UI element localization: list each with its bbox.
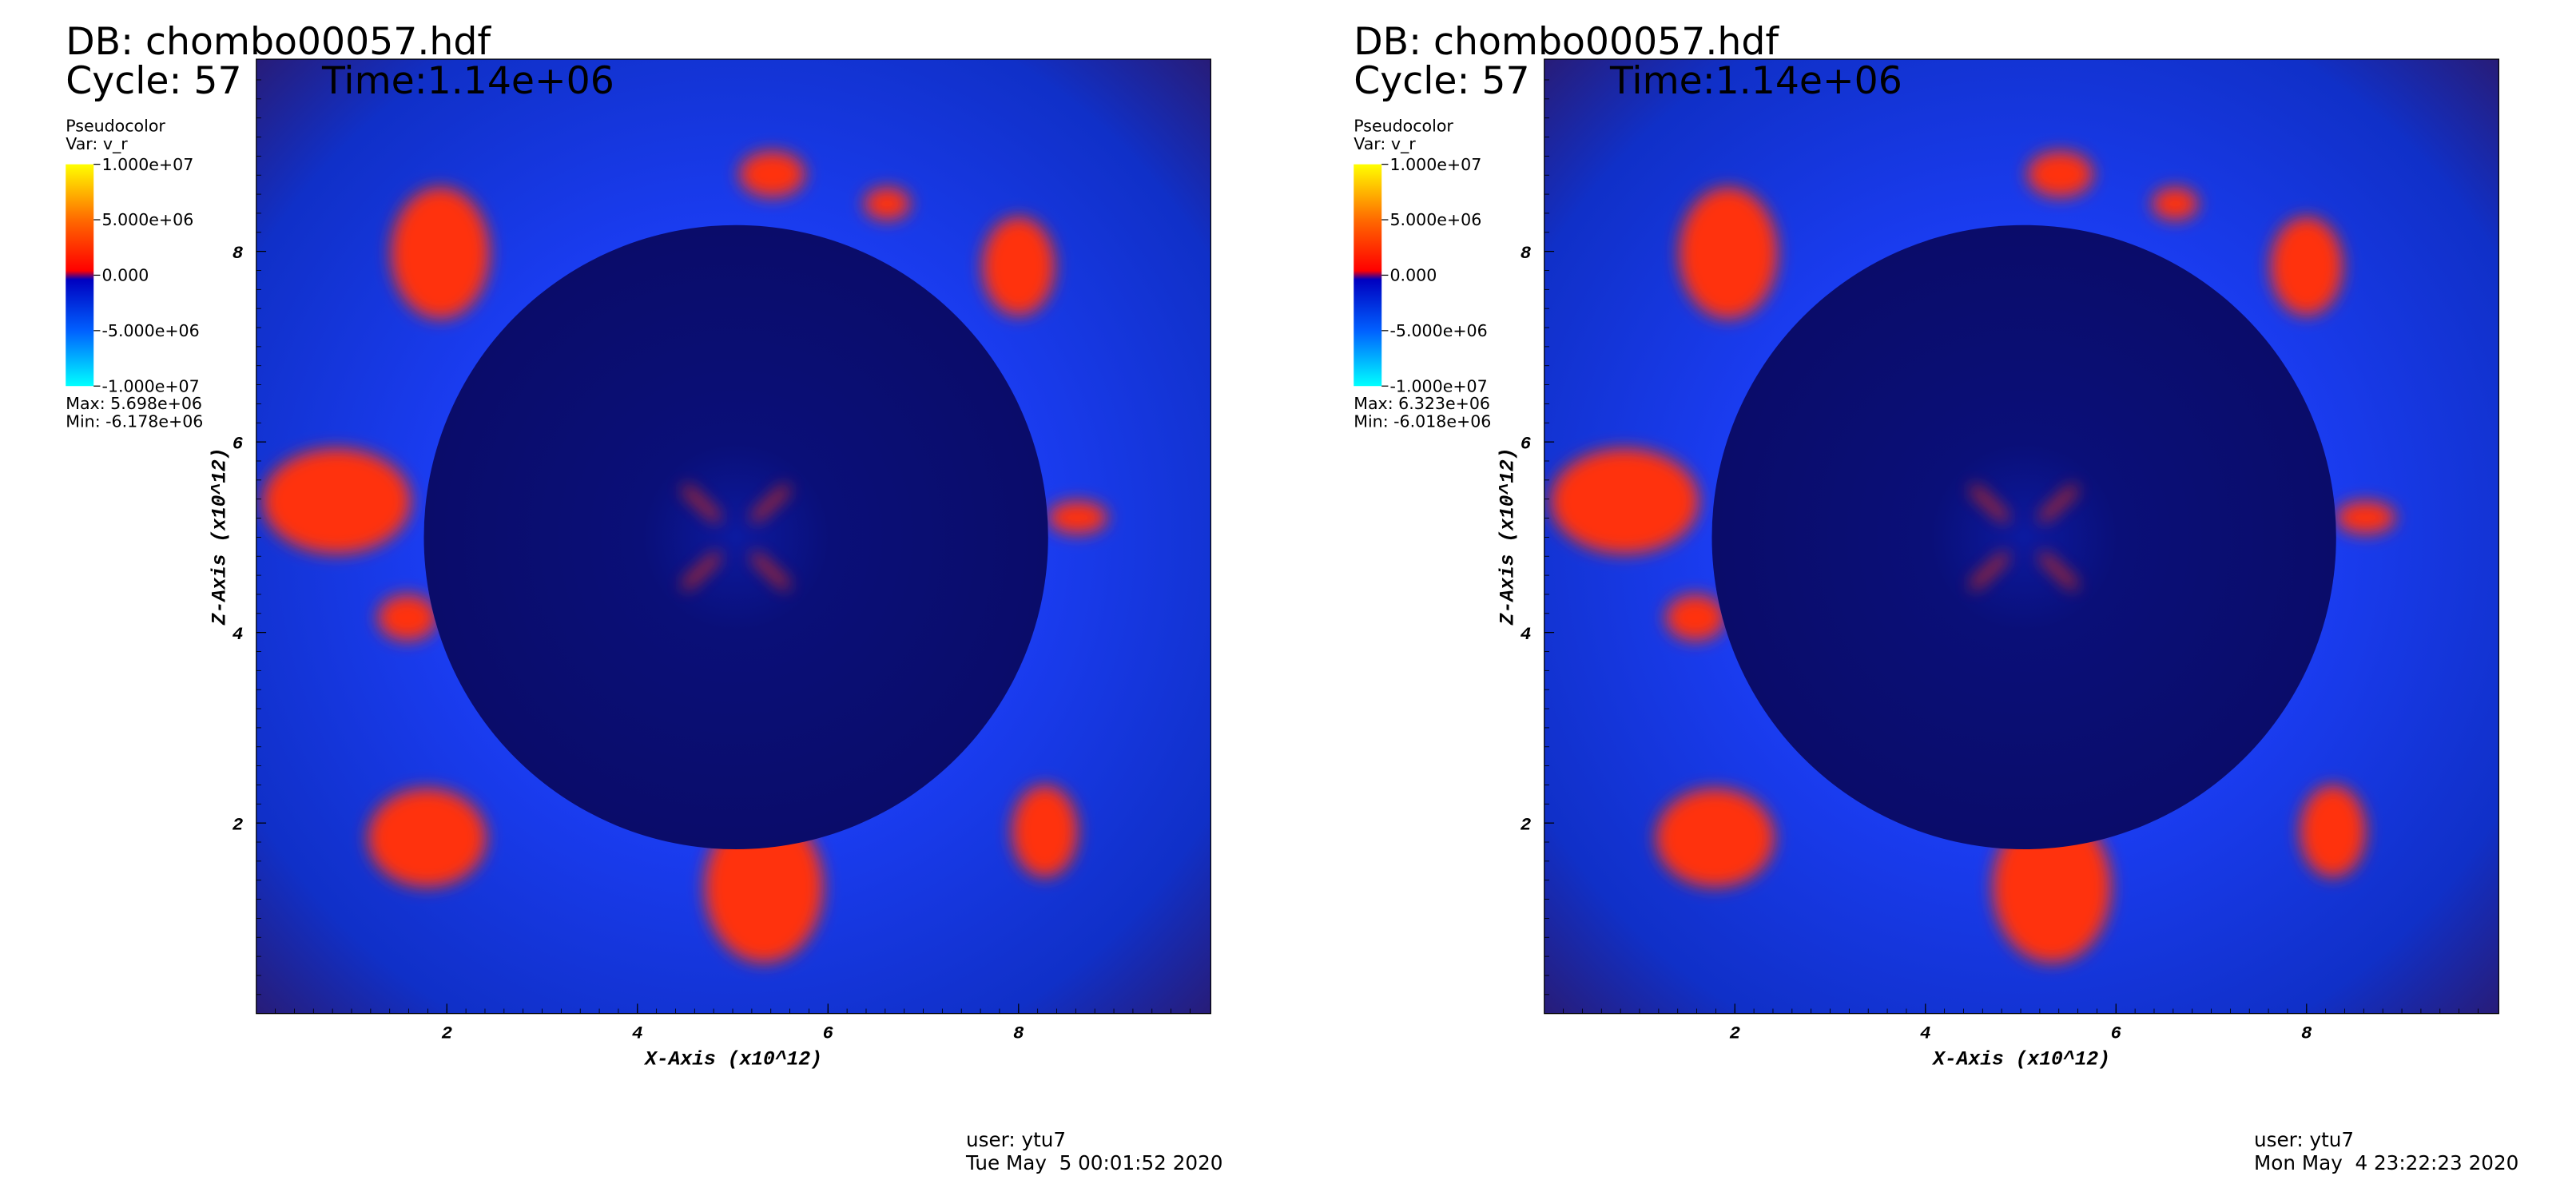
user-label: user: ytu7 <box>966 1128 1066 1151</box>
y-tick-label: 6 <box>233 433 244 454</box>
time-label: Time:1.14e+06 <box>1609 59 1902 103</box>
date-label: Tue May 5 00:01:52 2020 <box>965 1151 1222 1174</box>
x-axis-title: X-Axis (x10^12) <box>1931 1048 2110 1071</box>
x-tick-label: 2 <box>1729 1023 1740 1044</box>
x-axis-title: X-Axis (x10^12) <box>643 1048 822 1071</box>
y-tick-label: 8 <box>1521 243 1532 264</box>
y-tick-label: 4 <box>1521 624 1532 645</box>
colorbar-label: 1.000e+07 <box>101 155 193 174</box>
y-tick-label: 6 <box>1521 433 1532 454</box>
pseudocolor-plot <box>1544 59 2499 1014</box>
y-axis-title: Z-Axis (x10^12) <box>209 447 232 626</box>
legend-var: Var: v_r <box>66 134 128 153</box>
x-tick-label: 2 <box>441 1023 452 1044</box>
y-axis-title: Z-Axis (x10^12) <box>1497 447 1520 626</box>
y-tick-label: 4 <box>233 624 244 645</box>
colorbar-label: -5.000e+06 <box>101 321 199 340</box>
colorbar-label: -1.000e+07 <box>1389 376 1487 395</box>
cycle-label: Cycle: 57 <box>1354 59 1529 103</box>
x-tick-label: 4 <box>632 1023 643 1044</box>
plot-frame <box>256 58 1211 1015</box>
legend-title: Pseudocolor <box>66 117 165 136</box>
x-tick-label: 6 <box>822 1023 833 1044</box>
colorbar-label: 5.000e+06 <box>1389 210 1481 229</box>
user-label: user: ytu7 <box>2254 1128 2354 1151</box>
x-tick-label: 6 <box>2110 1023 2121 1044</box>
time-label: Time:1.14e+06 <box>321 59 614 103</box>
legend-min: Min: -6.178e+06 <box>66 412 203 431</box>
colorbar-label: 5.000e+06 <box>101 210 193 229</box>
legend-title: Pseudocolor <box>1354 117 1453 136</box>
colorbar <box>1354 164 1382 387</box>
colorbar <box>66 164 94 387</box>
db-label: DB: chombo00057.hdf <box>66 20 491 64</box>
legend-max: Max: 5.698e+06 <box>66 394 202 413</box>
colorbar-label: -1.000e+07 <box>101 376 199 395</box>
legend-min: Min: -6.018e+06 <box>1354 412 1491 431</box>
plot-frame <box>1544 58 2499 1015</box>
colorbar-label: 1.000e+07 <box>1389 155 1481 174</box>
y-tick-label: 2 <box>233 814 244 835</box>
colorbar-label: -5.000e+06 <box>1389 321 1487 340</box>
x-tick-label: 4 <box>1920 1023 1931 1044</box>
date-label: Mon May 4 23:22:23 2020 <box>2254 1151 2518 1174</box>
colorbar-label: 0.000 <box>1389 266 1437 285</box>
x-tick-label: 8 <box>1013 1023 1024 1044</box>
x-tick-label: 8 <box>2301 1023 2312 1044</box>
colorbar-label: 0.000 <box>101 266 149 285</box>
legend-var: Var: v_r <box>1354 134 1416 153</box>
y-tick-label: 2 <box>1521 814 1532 835</box>
cycle-label: Cycle: 57 <box>66 59 241 103</box>
db-label: DB: chombo00057.hdf <box>1354 20 1779 64</box>
pseudocolor-plot <box>256 59 1211 1014</box>
y-tick-label: 8 <box>233 243 244 264</box>
legend-max: Max: 6.323e+06 <box>1354 394 1490 413</box>
